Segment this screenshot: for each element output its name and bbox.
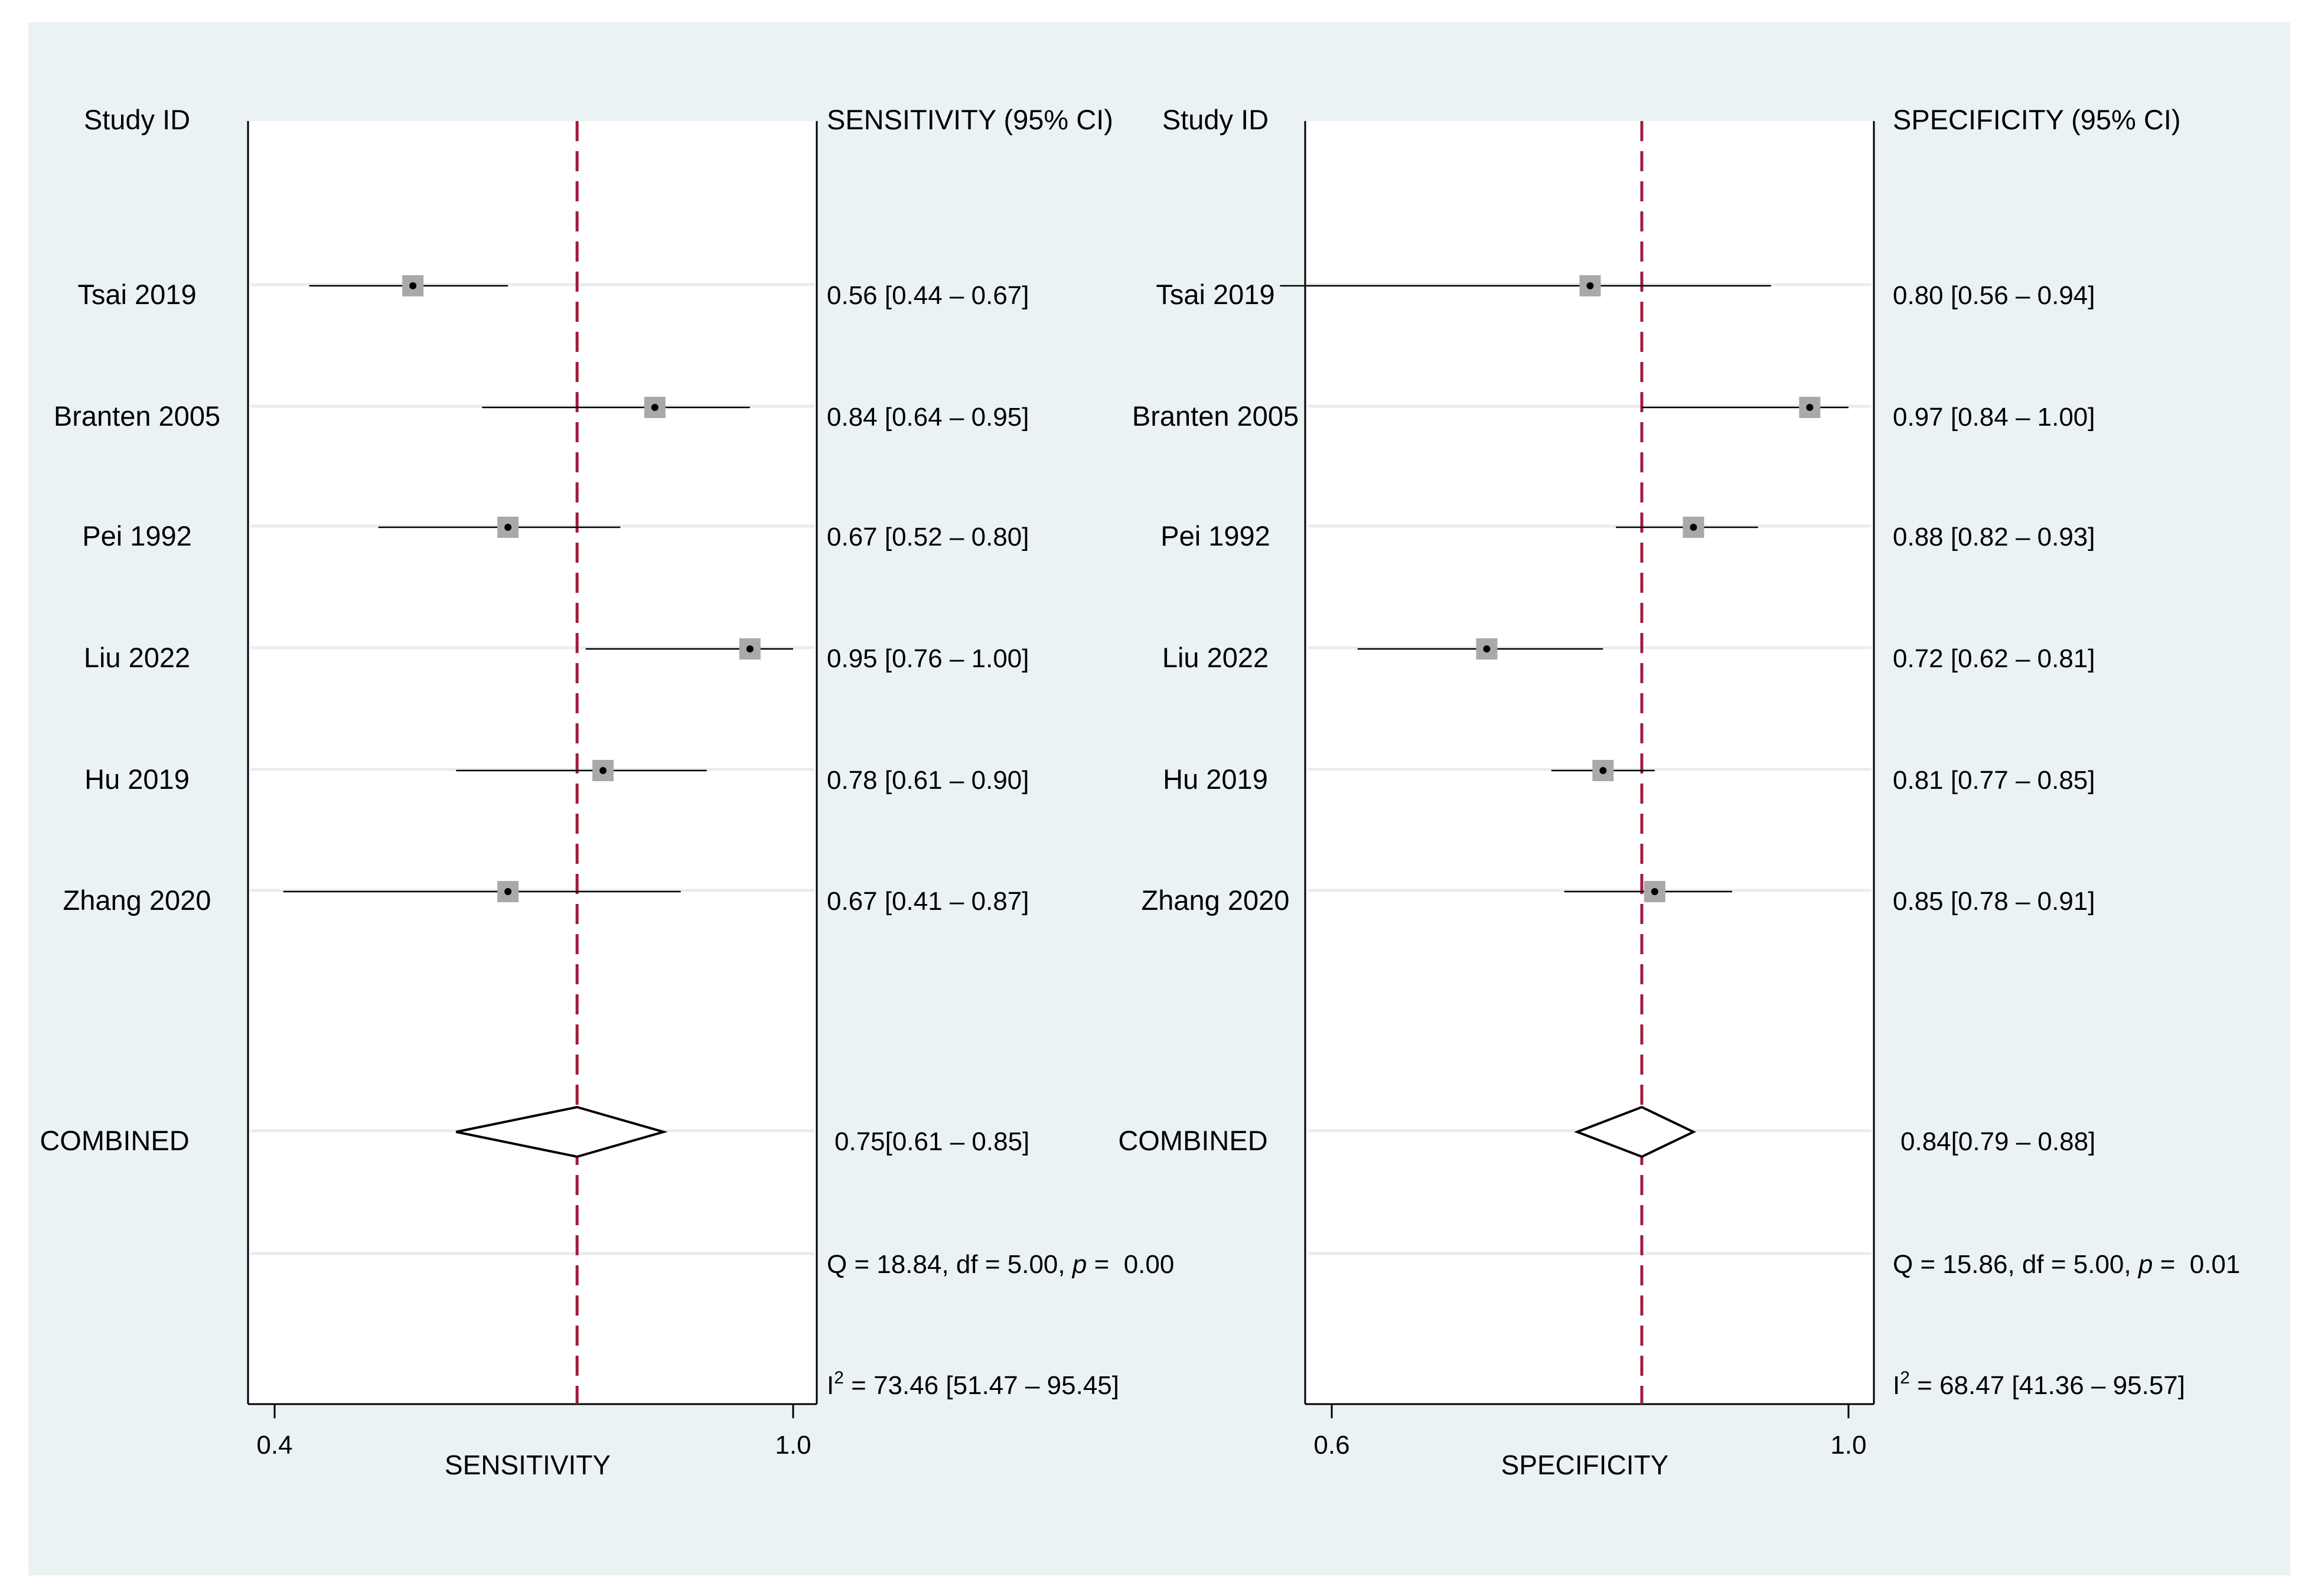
i-squared-symbol: I [827, 1371, 834, 1400]
point-estimate-dot [599, 767, 607, 774]
plot-area [248, 121, 817, 1404]
ci-column-header: SPECIFICITY (95% CI) [1893, 104, 2181, 135]
x-axis-title: SENSITIVITY [445, 1450, 611, 1480]
study-label: Liu 2022 [1162, 642, 1269, 673]
specificity-forest-panel: 0.6 1.0 SPECIFICITY Study ID SPECIFICITY (95… [1118, 104, 2240, 1480]
study-id-header: Study ID [84, 104, 190, 135]
study-ci-text: 0.67 [0.41 – 0.87] [827, 887, 1029, 916]
i-squared-superscript: 2 [834, 1368, 844, 1388]
point-estimate-dot [504, 524, 512, 531]
q-text-post: = 0.01 [2153, 1250, 2240, 1279]
combined-diamond [1574, 1105, 1697, 1158]
point-estimate-dot [651, 404, 658, 411]
x-tick-label: 0.4 [256, 1431, 292, 1460]
plot-area [1305, 121, 1874, 1404]
study-label: Zhang 2020 [1142, 885, 1290, 916]
study-label: Tsai 2019 [77, 279, 196, 310]
q-text-post: = 0.00 [1087, 1250, 1174, 1279]
point-estimate-dot [504, 888, 512, 895]
q-text-pre: Q = 18.84, df = 5.00, [827, 1250, 1072, 1279]
x-tick-label: 1.0 [1830, 1431, 1866, 1460]
x-axis-title: SPECIFICITY [1501, 1450, 1669, 1480]
study-label: Tsai 2019 [1156, 279, 1274, 310]
study-ci-text: 0.95 [0.76 – 1.00] [827, 644, 1029, 673]
study-label: Branten 2005 [54, 400, 220, 432]
combined-diamond [455, 1105, 668, 1158]
study-label: Zhang 2020 [63, 885, 211, 916]
study-ci-text: 0.84 [0.64 – 0.95] [827, 403, 1029, 432]
study-ci-text: 0.72 [0.62 – 0.81] [1893, 644, 2095, 673]
q-text-p-symbol: p [1071, 1250, 1087, 1279]
study-label: Liu 2022 [84, 642, 190, 673]
i-squared-superscript: 2 [1900, 1368, 1910, 1388]
study-id-header: Study ID [1162, 104, 1269, 135]
i-squared-value: = 68.47 [41.36 – 95.57] [1910, 1371, 2185, 1400]
point-estimate-dot [409, 282, 417, 289]
combined-ci-text: 0.84[0.79 – 0.88] [1900, 1127, 2095, 1156]
point-estimate-dot [1690, 524, 1697, 531]
sensitivity-forest-panel: 0.4 1.0 SENSITIVITY Study ID SENSITIVITY (95… [40, 104, 1174, 1480]
point-estimate-dot [1586, 282, 1594, 289]
point-estimate-dot [1599, 767, 1607, 774]
point-estimate-dot [1483, 645, 1491, 652]
combined-ci-text: 0.75[0.61 – 0.85] [834, 1127, 1029, 1156]
q-text-pre: Q = 15.86, df = 5.00, [1893, 1250, 2138, 1279]
study-ci-text: 0.88 [0.82 – 0.93] [1893, 523, 2095, 551]
study-label: Pei 1992 [82, 520, 192, 551]
combined-label: COMBINED [1118, 1125, 1267, 1156]
point-estimate-dot [746, 645, 754, 652]
point-estimate-dot [1651, 888, 1658, 895]
combined-label: COMBINED [40, 1125, 189, 1156]
study-ci-text: 0.81 [0.77 – 0.85] [1893, 766, 2095, 795]
point-estimate-dot [1806, 404, 1814, 411]
study-ci-text: 0.80 [0.56 – 0.94] [1893, 281, 2095, 310]
q-text-p-symbol: p [2137, 1250, 2153, 1279]
i-squared-value: = 73.46 [51.47 – 95.45] [844, 1371, 1119, 1400]
study-ci-text: 0.85 [0.78 – 0.91] [1893, 887, 2095, 916]
study-label: Hu 2019 [1163, 763, 1268, 795]
study-ci-text: 0.97 [0.84 – 1.00] [1893, 403, 2095, 432]
heterogeneity-q-text: Q = 15.86, df = 5.00, p = 0.01 [1893, 1250, 2240, 1279]
i-squared-text: I2 = 68.47 [41.36 – 95.57] [1893, 1368, 2185, 1400]
x-tick-label: 1.0 [775, 1431, 811, 1460]
heterogeneity-q-text: Q = 18.84, df = 5.00, p = 0.00 [827, 1250, 1174, 1279]
x-tick-label: 0.6 [1313, 1431, 1349, 1460]
study-ci-text: 0.78 [0.61 – 0.90] [827, 766, 1029, 795]
study-ci-text: 0.67 [0.52 – 0.80] [827, 523, 1029, 551]
study-ci-text: 0.56 [0.44 – 0.67] [827, 281, 1029, 310]
i-squared-text: I2 = 73.46 [51.47 – 95.45] [827, 1368, 1119, 1400]
study-label: Hu 2019 [84, 763, 190, 795]
ci-column-header: SENSITIVITY (95% CI) [827, 104, 1113, 135]
study-label: Branten 2005 [1132, 400, 1299, 432]
study-label: Pei 1992 [1160, 520, 1270, 551]
i-squared-symbol: I [1893, 1371, 1900, 1400]
